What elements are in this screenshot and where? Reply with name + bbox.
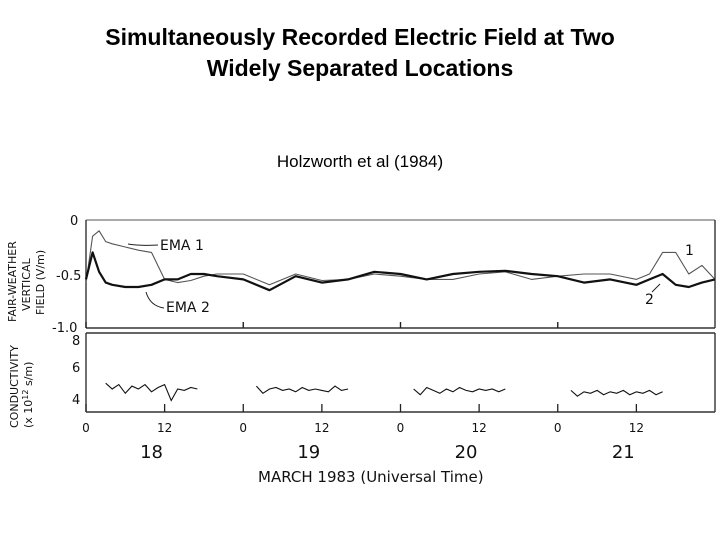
series-line-ema-2: [84, 251, 716, 292]
slide-title-line-1: Simultaneously Recorded Electric Field a…: [105, 24, 615, 50]
conductivity-series: [105, 382, 663, 402]
x-tick-labels: 0 12 0 12 0 12 0 12: [82, 421, 644, 435]
ema2-end-label: 2: [645, 292, 654, 308]
conductivity-panel: 8 6 4 CONDUCTIVITY (x 1012 s/m): [8, 332, 716, 428]
x-tick-label: 12: [471, 421, 486, 435]
field-panel: 0 -0.5 -1.0 FAIR-WEATHER VERTICAL FIELD …: [6, 214, 716, 336]
field-panel-day-ticks: [85, 322, 559, 328]
field-ytick-neg-0.5: -0.5: [56, 269, 81, 284]
field-axis-label-line-2: VERTICAL: [20, 258, 33, 311]
x-tick-label: 12: [314, 421, 329, 435]
day-label: 19: [297, 442, 320, 463]
x-tick-label: 12: [157, 421, 172, 435]
conductivity-unit-exponent: 12: [21, 390, 30, 400]
x-axis-label: MARCH 1983 (Universal Time): [258, 468, 484, 486]
field-axis-label: FAIR-WEATHER VERTICAL FIELD (V/m): [6, 241, 47, 322]
x-tick-label: 0: [397, 421, 405, 435]
field-ytick-neg-1.0: -1.0: [52, 321, 77, 336]
day-label: 21: [612, 442, 635, 463]
field-series: [84, 230, 716, 292]
field-axis-label-line-3: FIELD (V/m): [34, 250, 47, 315]
slide-title: Simultaneously Recorded Electric Field a…: [0, 22, 720, 84]
conductivity-unit-prefix: (x 10: [22, 400, 35, 428]
slide-title-line-2: Widely Separated Locations: [206, 55, 514, 81]
conductivity-axis-label: CONDUCTIVITY (x 1012 s/m): [8, 345, 35, 428]
conductivity-axis-label-line-1: CONDUCTIVITY: [8, 345, 21, 428]
day-label: 18: [140, 442, 163, 463]
conductivity-axis-label-line-2: (x 1012 s/m): [21, 362, 35, 428]
conductivity-panel-day-ticks: [85, 404, 638, 412]
conductivity-ytick-6: 6: [72, 361, 80, 376]
ema1-label: EMA 1: [160, 238, 204, 254]
conductivity-segment-1: [255, 385, 349, 395]
ema1-end-label: 1: [685, 243, 694, 259]
conductivity-segment-2: [413, 386, 506, 396]
ema1-leader-line: [127, 243, 159, 246]
ema2-leader-line: [145, 291, 165, 309]
field-ytick-0: 0: [70, 214, 78, 229]
x-tick-label: 0: [239, 421, 247, 435]
field-axis-label-line-1: FAIR-WEATHER: [6, 241, 19, 322]
day-label: 20: [455, 442, 478, 463]
x-tick-label: 0: [554, 421, 562, 435]
x-tick-label: 0: [82, 421, 90, 435]
day-labels: 18 19 20 21: [140, 442, 635, 463]
ema2-end-leader-line: [651, 283, 661, 293]
conductivity-unit-suffix: s/m): [22, 362, 35, 390]
citation: Holzworth et al (1984): [276, 152, 444, 171]
x-tick-label: 12: [629, 421, 644, 435]
conductivity-segment-3: [570, 389, 663, 397]
conductivity-segment-0: [105, 382, 198, 402]
conductivity-ytick-8: 8: [72, 334, 80, 349]
electric-field-figure: 0 -0.5 -1.0 FAIR-WEATHER VERTICAL FIELD …: [6, 214, 716, 486]
ema2-label: EMA 2: [166, 300, 210, 316]
conductivity-ytick-4: 4: [72, 393, 80, 408]
